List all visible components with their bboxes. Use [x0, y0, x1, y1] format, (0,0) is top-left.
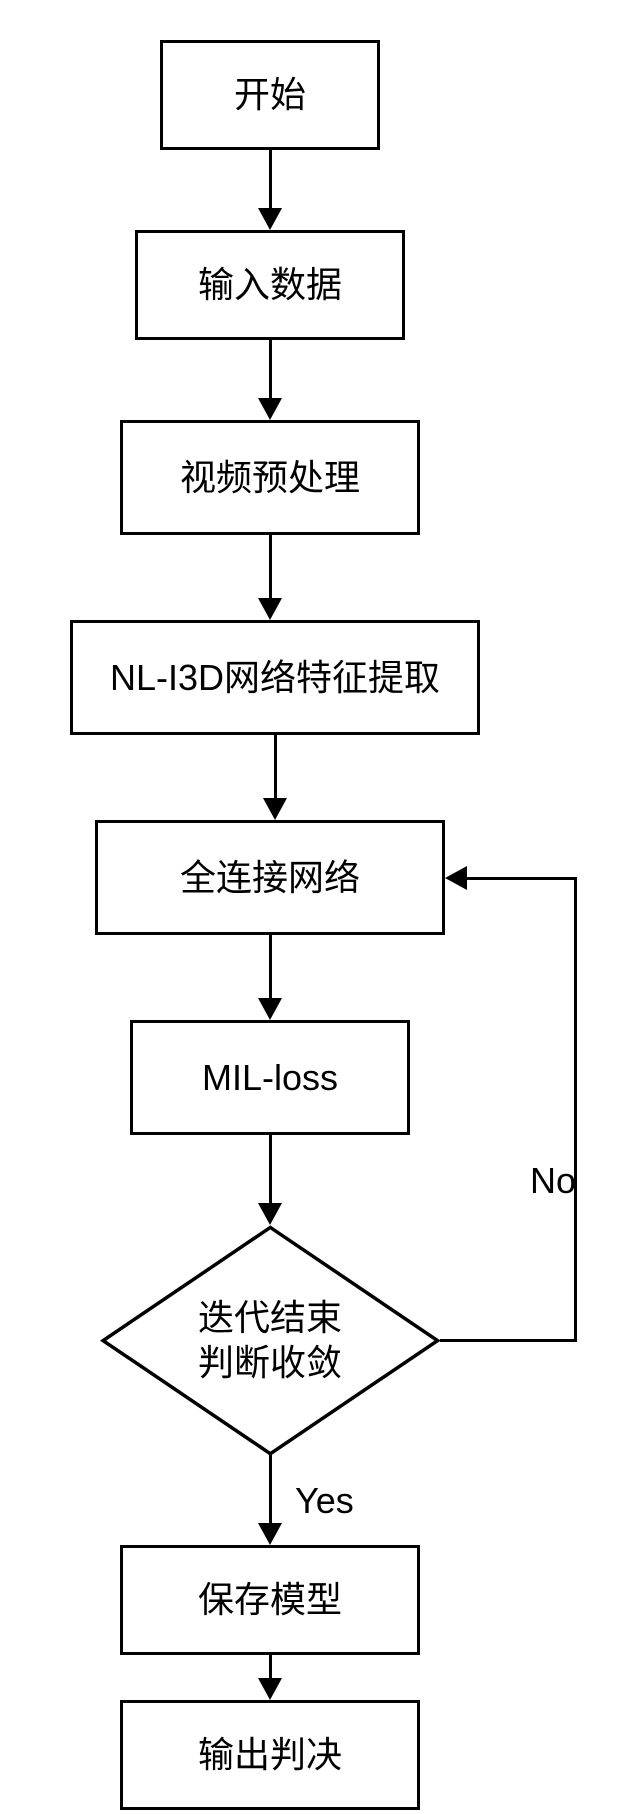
node-preprocess: 视频预处理 — [120, 420, 420, 535]
node-input: 输入数据 — [135, 230, 405, 340]
node-nli3d: NL-I3D网络特征提取 — [70, 620, 480, 735]
node-output: 输出判决 — [120, 1700, 420, 1810]
node-start: 开始 — [160, 40, 380, 150]
node-converge: 迭代结束 判断收敛 — [100, 1225, 440, 1455]
edge-label-converge-fc: No — [530, 1160, 576, 1202]
edge-label-converge-save: Yes — [295, 1480, 354, 1522]
node-fc: 全连接网络 — [95, 820, 445, 935]
node-save: 保存模型 — [120, 1545, 420, 1655]
node-milloss: MIL-loss — [130, 1020, 410, 1135]
flowchart-canvas: 开始输入数据视频预处理 NL-I3D网络特征提取全连接网络 MIL-loss 迭代结束… — [0, 0, 633, 1814]
